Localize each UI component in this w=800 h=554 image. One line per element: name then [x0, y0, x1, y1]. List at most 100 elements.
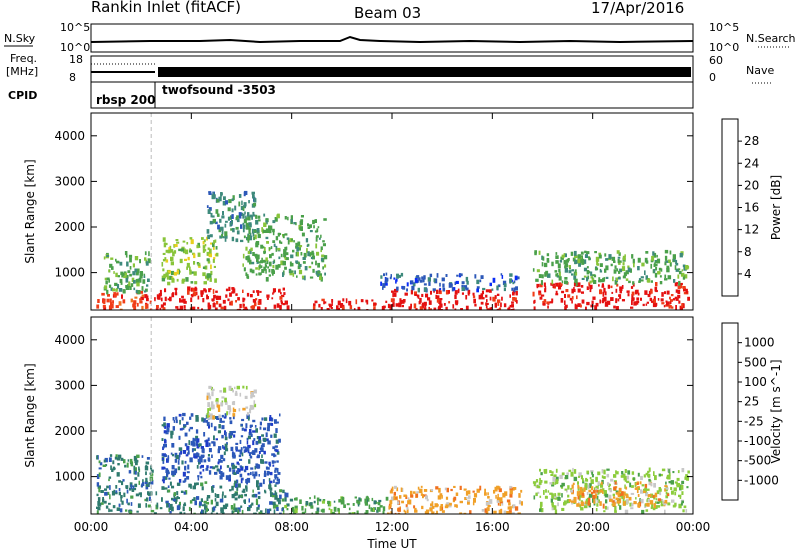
power-echo [674, 265, 677, 270]
power-echo [215, 301, 219, 305]
power-echo [189, 248, 191, 251]
power-echo [290, 262, 294, 267]
velocity-echo [274, 474, 278, 479]
velocity-echo [674, 502, 677, 507]
power-echo [508, 306, 511, 309]
power-echo [658, 267, 662, 271]
velocity-echo [557, 497, 561, 501]
power-echo [258, 272, 262, 276]
power-echo [315, 260, 317, 266]
power-echo [277, 264, 281, 268]
velocity-echo [601, 475, 604, 479]
velocity-echo [196, 453, 200, 458]
power-echo [669, 250, 672, 255]
velocity-echo [254, 493, 258, 498]
power-echo [670, 306, 674, 309]
velocity-echo [211, 441, 215, 444]
velocity-echo [376, 509, 379, 513]
velocity-echo [592, 494, 596, 499]
power-echo [156, 305, 159, 308]
velocity-echo [624, 469, 627, 473]
velocity-echo [536, 484, 539, 488]
power-echo [371, 299, 374, 302]
power-echo [309, 230, 313, 233]
velocity-echo [654, 501, 657, 504]
power-echo [575, 281, 578, 287]
velocity-echo [193, 497, 196, 501]
power-ylabel: Slant Range [km] [23, 159, 37, 263]
velocity-echo [233, 503, 236, 508]
velocity-echo [208, 424, 210, 429]
power-echo [578, 259, 582, 264]
velocity-echo [267, 440, 271, 445]
velocity-echo [170, 503, 173, 508]
velocity-echo [182, 412, 186, 417]
power-echo [297, 247, 301, 251]
power-echo [345, 298, 348, 304]
velocity-echo [246, 447, 249, 452]
velocity-echo [102, 497, 104, 500]
power-echo [186, 266, 188, 270]
velocity-echo [212, 388, 215, 392]
velocity-echo [472, 490, 475, 493]
velocity-echo [561, 472, 565, 476]
velocity-echo [191, 448, 194, 453]
power-echo [492, 296, 496, 302]
velocity-echo [597, 481, 600, 486]
velocity-echo [210, 404, 214, 410]
power-echo [610, 297, 614, 301]
velocity-echo [239, 465, 243, 468]
velocity-echo [148, 481, 151, 485]
power-echo [604, 268, 607, 273]
power-echo [622, 275, 626, 279]
power-echo [128, 254, 133, 258]
velocity-echo [241, 509, 244, 514]
power-echo [461, 287, 465, 291]
velocity-echo [248, 459, 251, 464]
power-echo [257, 254, 260, 260]
power-echo [532, 291, 535, 297]
velocity-echo [105, 505, 109, 509]
power-echo [280, 292, 282, 295]
power-echo [215, 221, 218, 225]
power-echo [618, 260, 622, 263]
power-echo [677, 294, 681, 299]
power-echo [590, 276, 593, 279]
velocity-echo [599, 501, 602, 506]
velocity-echo [186, 476, 190, 480]
velocity-echo [600, 481, 603, 485]
velocity-echo [437, 495, 442, 500]
power-echo [123, 275, 127, 279]
velocity-echo [654, 492, 658, 498]
velocity-echo [235, 492, 238, 495]
velocity-echo [169, 510, 172, 514]
power-echo [196, 244, 199, 249]
velocity-echo [239, 473, 243, 478]
power-echo [306, 244, 309, 247]
velocity-echo [279, 494, 282, 500]
power-echo [304, 275, 306, 281]
power-echo [324, 255, 328, 260]
velocity-echo [517, 512, 521, 514]
power-echo [534, 251, 537, 256]
power-echo [269, 254, 272, 259]
power-echo [125, 285, 130, 290]
power-echo [248, 229, 251, 235]
velocity-echo [123, 492, 126, 498]
power-ytick-label: 2000 [54, 220, 85, 234]
velocity-echo [622, 491, 626, 496]
power-echo [571, 273, 574, 276]
velocity-echo [161, 424, 165, 427]
power-echo [278, 256, 281, 260]
velocity-echo [556, 468, 558, 473]
velocity-echo [509, 512, 512, 514]
power-echo [606, 300, 611, 305]
power-echo [558, 285, 562, 290]
velocity-echo [211, 454, 213, 458]
power-echo [389, 308, 392, 310]
velocity-echo [204, 481, 208, 484]
power-colorbar-label: Power [dB] [769, 175, 783, 240]
power-echo [353, 308, 356, 310]
velocity-echo [582, 478, 584, 482]
power-colorbar-frame [721, 118, 739, 297]
